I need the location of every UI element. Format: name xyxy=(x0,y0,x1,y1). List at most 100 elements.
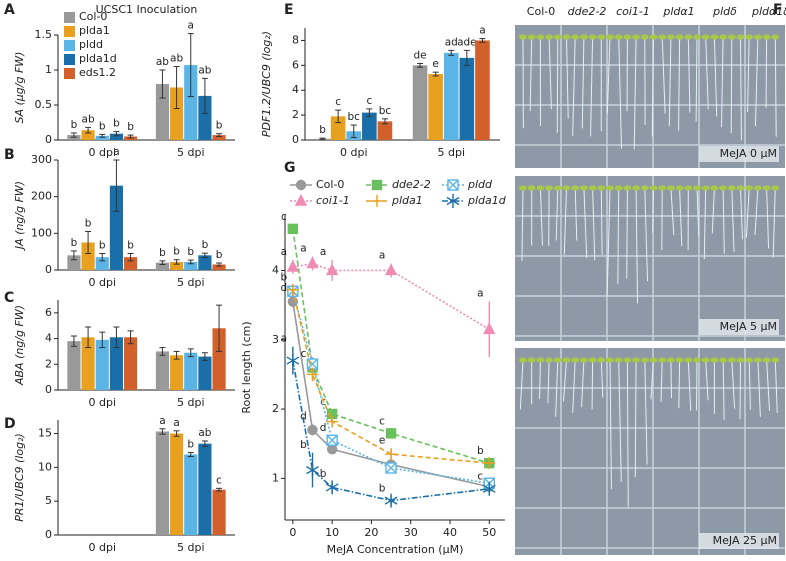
error-bar xyxy=(216,133,223,137)
seedling-root xyxy=(529,36,533,111)
significance-letter: c xyxy=(335,96,341,108)
x-tick-label: 0 xyxy=(289,526,296,539)
seedling-leaf xyxy=(562,185,571,191)
seedling-root xyxy=(765,36,768,108)
seedling-root xyxy=(722,187,725,254)
significance-letter: c xyxy=(477,471,483,483)
bar xyxy=(95,135,109,140)
error-bar xyxy=(350,124,357,139)
dot xyxy=(482,484,496,493)
marker xyxy=(371,195,383,207)
seedling-root xyxy=(581,359,585,408)
seedling-root xyxy=(563,187,567,255)
error-bar xyxy=(70,250,77,261)
marker xyxy=(287,223,299,235)
seedling-leaf xyxy=(727,34,736,40)
marker xyxy=(326,434,338,446)
seedling-root xyxy=(687,36,691,113)
error-bar xyxy=(187,33,194,98)
plate-label: MeJA 5 μM xyxy=(720,320,777,333)
y-axis-label: PDF1.2/UBC9 (log₂) xyxy=(260,31,273,137)
seedling-root xyxy=(548,36,552,110)
bar xyxy=(95,339,109,390)
dot xyxy=(384,263,398,276)
seedling-leaf xyxy=(658,34,667,40)
y-axis-label: SA (μg/g FW) xyxy=(13,52,26,124)
marker xyxy=(307,424,318,436)
x-tick-label: 0 dpi xyxy=(88,146,116,159)
seedling-root xyxy=(679,187,683,247)
error-bar xyxy=(381,118,388,125)
legend-label: plda1d xyxy=(467,194,507,207)
seedling-root xyxy=(740,36,742,141)
seedling-leaf xyxy=(571,34,580,40)
legend-swatch xyxy=(64,40,75,51)
bar xyxy=(170,355,184,390)
error-bar xyxy=(85,126,92,134)
seedling-leaf xyxy=(771,34,780,40)
marker xyxy=(482,481,496,496)
bar xyxy=(109,185,123,270)
significance-letter: c xyxy=(281,211,287,223)
dot xyxy=(385,462,397,474)
y-tick-label: 300 xyxy=(31,153,52,166)
seedling-leaf xyxy=(632,185,641,191)
significance-letter: de xyxy=(413,49,426,61)
error-bar xyxy=(85,231,92,254)
seedling-leaf xyxy=(536,185,545,191)
seedling-root xyxy=(713,36,718,117)
error-bar xyxy=(70,132,77,138)
dot xyxy=(384,496,398,505)
seedling-leaf xyxy=(588,185,597,191)
seedling-leaf xyxy=(519,357,527,363)
seedling-leaf xyxy=(762,357,771,363)
seedling-leaf xyxy=(693,34,701,40)
marker xyxy=(385,428,397,439)
seedling-leaf xyxy=(719,34,728,40)
seedling-root xyxy=(583,187,588,259)
seedling-leaf xyxy=(623,357,632,363)
bar xyxy=(212,328,226,390)
error-bar xyxy=(335,109,342,124)
seedling-root xyxy=(660,359,663,402)
y-tick-label: 4 xyxy=(45,332,52,345)
seedling-leaf xyxy=(736,34,745,40)
chart-title: UCSC1 Inoculation xyxy=(96,3,198,16)
seedling-leaf xyxy=(536,34,545,40)
x-tick-label: 0 dpi xyxy=(88,276,116,289)
seedling-leaf xyxy=(753,34,762,40)
seedling-root xyxy=(766,359,771,411)
y-tick-label: 2 xyxy=(292,108,299,121)
error-bar xyxy=(187,451,194,458)
marker xyxy=(295,179,307,191)
seedling-leaf xyxy=(571,185,580,191)
seedling-root xyxy=(739,359,741,420)
x-tick-label: 20 xyxy=(364,526,378,539)
significance-letter: bc xyxy=(348,111,361,123)
seedling-leaf xyxy=(762,185,771,191)
x-tick-label: 5 dpi xyxy=(177,396,205,409)
significance-letter: a xyxy=(479,25,485,37)
bar xyxy=(81,130,95,140)
significance-letter: b xyxy=(320,468,327,480)
significance-letter: b xyxy=(173,246,180,258)
seedling-leaf xyxy=(553,185,562,191)
y-axis-label: JA (ng/g FW) xyxy=(13,181,26,251)
marker xyxy=(286,259,300,272)
error-bar xyxy=(187,259,194,265)
seedling-root xyxy=(555,359,559,417)
seedling-root xyxy=(574,187,578,241)
column-label: dde2-2 xyxy=(568,5,607,18)
seedling-leaf xyxy=(562,357,571,363)
error-bar xyxy=(187,348,194,358)
significance-letter: a xyxy=(173,417,179,429)
x-tick-label: 10 xyxy=(325,526,339,539)
seedling-leaf xyxy=(727,185,736,191)
x-tick-label: 0 dpi xyxy=(340,146,368,159)
significance-letter: b xyxy=(379,482,386,494)
seedling-root xyxy=(678,36,681,131)
significance-letter: b xyxy=(477,445,484,457)
error-bar xyxy=(173,259,180,265)
bar xyxy=(330,116,346,140)
seedling-root xyxy=(766,187,770,249)
